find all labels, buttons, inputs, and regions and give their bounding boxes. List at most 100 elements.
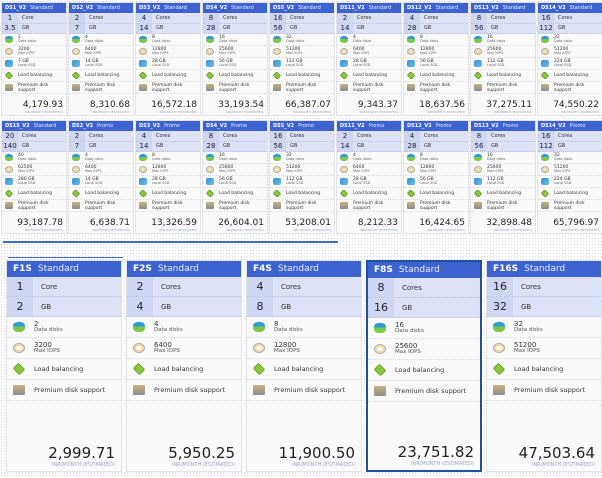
premium-disk-icon [340,84,348,91]
row-scroll-indicator[interactable] [3,241,338,243]
local-ssd: 112 GB Local SSD [471,176,535,188]
vm-size-tile[interactable]: DS15_V2 Standard 20 Cores 140 GB 40 Data disk… [1,120,67,234]
size-name: DS3_V2 [139,123,161,129]
cores-stat: 16 Cores [270,13,334,24]
data-disks-icon [133,322,145,332]
data-disks: 8 Data disks [404,152,468,164]
vm-size-tile[interactable]: F16S Standard 16 Cores 32 GB 32 Data disks 512… [486,260,602,472]
local-ssd-icon [407,60,415,67]
vm-size-tile[interactable]: DS5_V2 Promo 16 Cores 56 GB 32 Data disks 5120… [269,120,335,234]
vm-size-tile[interactable]: DS12_V2 Standard 4 Cores 28 GB 8 Data disks 12… [403,2,469,116]
ram-value: 7 [69,141,85,151]
iops-label: Max IOPS [487,169,504,173]
premium-disk: Premium disk support [136,82,200,94]
tile-header: DS5_V2 Promo [270,121,334,131]
cores-label: Cores [89,14,104,21]
iops-value: 25600 [395,341,418,350]
data-disks-icon [474,154,482,161]
local-ssd: 56 GB Local SSD [203,176,267,188]
vm-size-tile[interactable]: DS14_V2 Promo 16 Cores 112 GB 32 Data disks 51… [537,120,602,234]
vm-size-tile[interactable]: DS14_V2 Standard 16 Cores 112 GB 32 Data disk… [537,2,602,116]
vm-size-tile[interactable]: DS12_V2 Promo 4 Cores 28 GB 8 Data disks 12800… [403,120,469,234]
vm-size-tile[interactable]: DS11_V2 Standard 2 Cores 14 GB 4 Data disks 64… [336,2,402,116]
size-tier: Promo [435,123,452,129]
ssd-value: 56 [420,58,426,64]
local-ssd-icon [541,60,549,67]
vm-size-tile[interactable]: DS11_V2 Promo 2 Cores 14 GB 4 Data disks 6400 M… [336,120,402,234]
size-tier: Standard [502,5,526,11]
size-tier: Standard [435,5,459,11]
data-disks-icon [139,154,147,161]
local-ssd-icon [273,178,281,185]
vm-size-tile[interactable]: F1S Standard 1 Core 2 GB 2 Data disks 3200 Max … [6,260,122,472]
vm-size-tile[interactable]: DS4_V2 Standard 8 Cores 28 GB 16 Data disks 25… [202,2,268,116]
iops-value: 12800 [152,46,167,52]
vm-size-tile[interactable]: F4S Standard 4 Cores 8 GB 8 Data disks 12800 Ma… [246,260,362,472]
ssd-unit: GB [226,58,233,64]
load-balancing-label: Load balancing [554,73,589,78]
load-balancing-icon [492,362,506,376]
vm-size-tile[interactable]: F2S Standard 2 Cores 4 GB 4 Data disks 6400 Max… [126,260,242,472]
cores-label: Cores [161,282,181,291]
price: 37,275.11 [486,100,532,110]
iops-value: 6400 [85,46,97,52]
iops-label: Max IOPS [152,169,169,173]
premium-disk: Premium disk support [247,380,361,401]
premium-disk-label: Premium disk support [420,200,451,211]
price-caption: INR/MONTH (ESTIMATED) [494,110,532,114]
price-caption: INR/MONTH (ESTIMATED) [226,110,264,114]
ram-label: GB [22,25,30,32]
data-disks: 32 Data disks [538,34,602,46]
ssd-label: Local SSD [18,181,36,185]
vm-size-tile[interactable]: DS3_V2 Promo 4 Cores 14 GB 8 Data disks 12800 M… [135,120,201,234]
data-disks-label: Data disks [554,157,573,161]
ram-value: 112 [538,23,554,33]
cores-stat: 2 Cores [69,131,133,142]
max-iops-icon [206,166,214,173]
max-iops-icon [340,166,348,173]
ram-stat: 28 GB [404,23,468,34]
ram-label: GB [41,302,52,311]
size-name: DS4_V2 [206,5,228,11]
premium-disk-label: Premium disk support [353,82,384,93]
data-disks-icon [541,154,549,161]
vm-size-tile[interactable]: DS2_V2 Promo 2 Cores 7 GB 4 Data disks 6400 Max… [68,120,134,234]
cores-value: 8 [471,13,487,23]
load-balancing-icon [373,363,387,377]
local-ssd: 56 GB Local SSD [404,176,468,188]
cores-value: 2 [69,13,85,23]
load-balancing: Load balancing [471,188,535,200]
data-disks-value: 8 [274,319,279,328]
cores-label: Cores [521,282,541,291]
max-iops: 25600 Max IOPS [471,164,535,176]
data-disks-label: Data disks [219,39,238,43]
iops-label: Max IOPS [286,51,303,55]
data-disks-icon [5,154,13,161]
cores-label: Core [22,14,34,21]
ssd-label: Local SSD [286,63,304,67]
premium-disk-label: Premium disk support [18,200,49,211]
ssd-label: Local SSD [152,181,170,185]
load-balancing-label: Load balancing [514,365,564,373]
load-balancing-label: Load balancing [420,73,455,78]
load-balancing-icon [205,189,215,198]
data-disks: 32 Data disks [487,317,601,338]
vm-size-tile[interactable]: DS13_V2 Standard 8 Cores 56 GB 16 Data disks 2… [470,2,536,116]
iops-label: Max IOPS [286,169,303,173]
ssd-unit: GB [497,176,504,182]
vm-size-row-ds-standard: DS1_V2 Standard 1 Core 3.5 GB 2 Data disks 320… [1,2,602,116]
vm-size-tile[interactable]: DS13_V2 Promo 8 Cores 56 GB 16 Data disks 2560… [470,120,536,234]
vm-size-tile[interactable]: DS3_V2 Standard 4 Cores 14 GB 8 Data disks 128… [135,2,201,116]
max-iops: 6400 Max IOPS [69,164,133,176]
tile-header: DS11_V2 Standard [337,3,401,13]
vm-size-tile[interactable]: F8S Standard 8 Cores 16 GB 16 Data disks 25600… [366,260,482,472]
load-balancing-label: Load balancing [18,191,53,196]
vm-size-tile[interactable]: DS1_V2 Standard 1 Core 3.5 GB 2 Data disks 320… [1,2,67,116]
vm-size-tile[interactable]: DS4_V2 Promo 8 Cores 28 GB 16 Data disks 25600… [202,120,268,234]
tile-header: DS2_V2 Promo [69,121,133,131]
vm-size-tile[interactable]: DS5_V2 Standard 16 Cores 56 GB 32 Data disks 5… [269,2,335,116]
data-disks-value: 8 [420,152,423,158]
vm-size-tile[interactable]: DS2_V2 Standard 2 Cores 7 GB 4 Data disks 6400… [68,2,134,116]
iops-value: 6400 [353,46,365,52]
size-name: F4S [253,264,272,274]
